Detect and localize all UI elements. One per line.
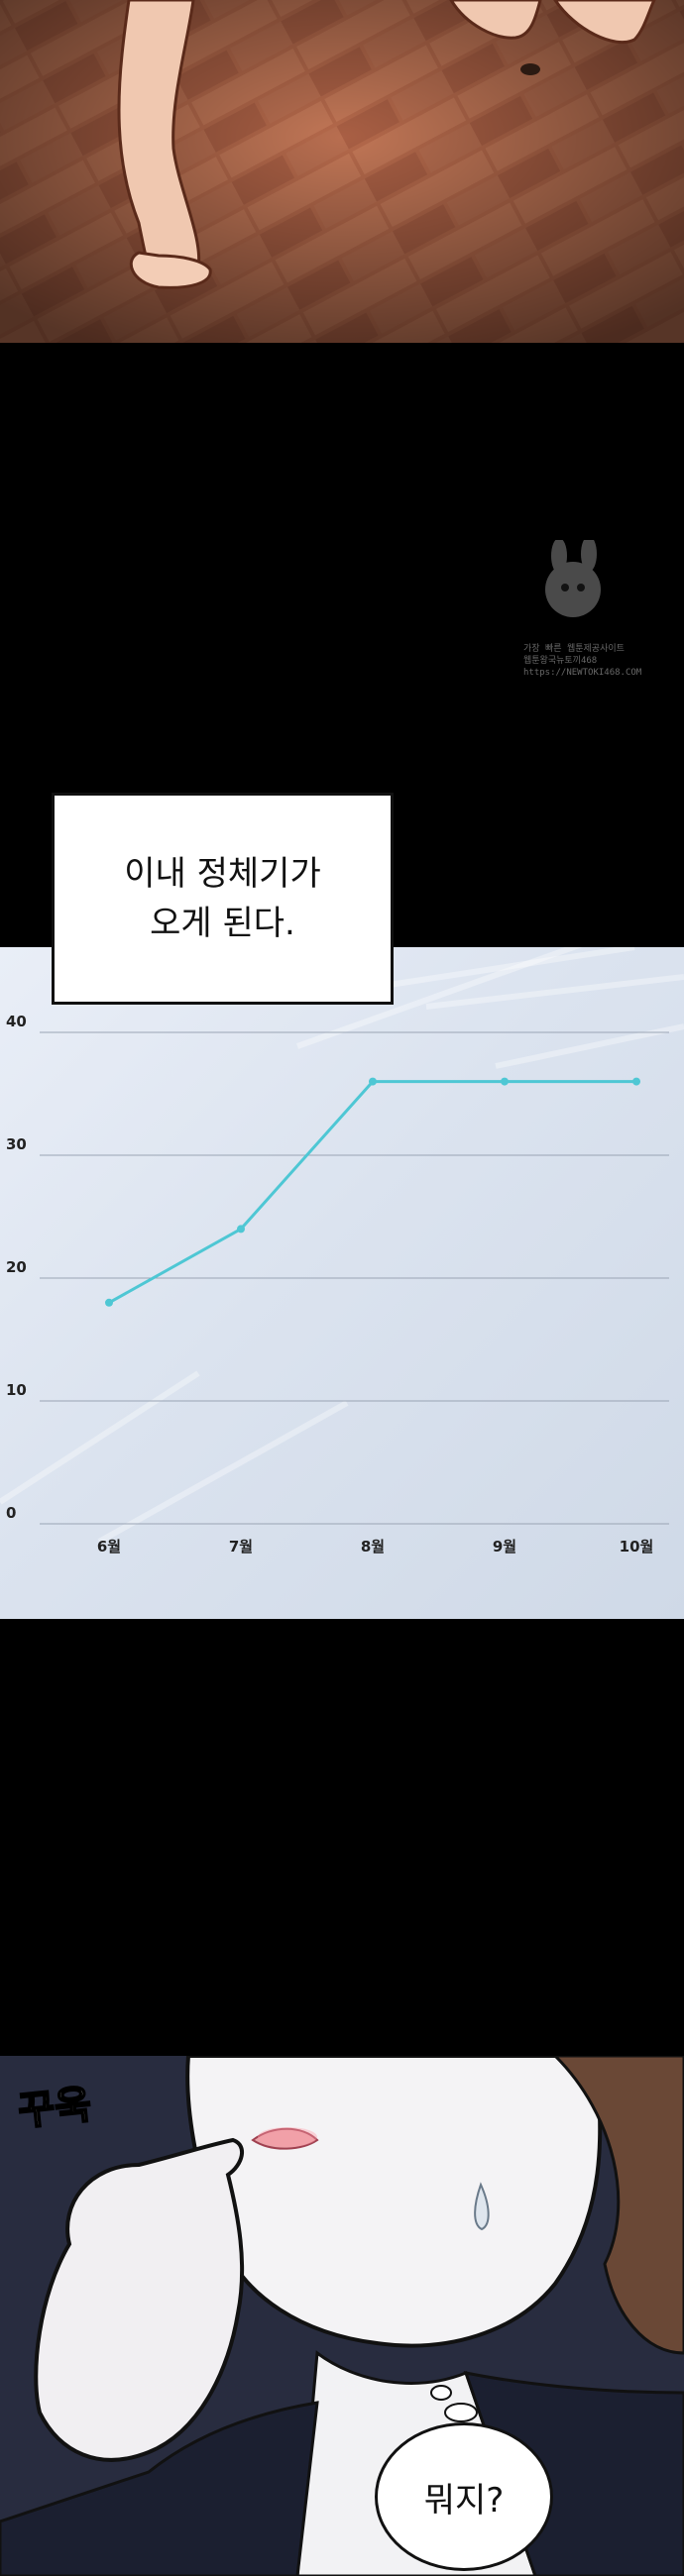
narration-caption-box: 이내 정체기가 오게 된다. — [52, 793, 394, 1005]
data-point — [632, 1077, 640, 1086]
data-point — [369, 1077, 377, 1086]
caption-line-2: 오게 된다. — [150, 904, 295, 943]
light-streak — [376, 947, 635, 990]
character-illustration — [0, 2056, 684, 2576]
light-streak — [0, 1370, 200, 1505]
rabbit-logo-icon — [545, 536, 601, 617]
line-chart: 0 10 20 30 40 6월 7월 8월 9월 10월 — [0, 947, 684, 1556]
top-illustration-panel — [0, 0, 684, 343]
y-tick-label: 20 — [6, 1258, 27, 1276]
light-streak — [97, 1400, 349, 1545]
watermark-line2: 웹툰왕국뉴토끼468 — [523, 656, 598, 666]
site-watermark: 가장 빠른 웹툰제공사이트 웹툰왕국뉴토끼468 https://NEWTOKI… — [523, 536, 652, 698]
x-tick-label: 9월 — [493, 1538, 516, 1556]
x-tick-label: 6월 — [97, 1538, 121, 1556]
series-line — [108, 1080, 636, 1305]
brick-floor-illustration — [0, 0, 684, 343]
speech-text: 뭐지? — [423, 2480, 505, 2521]
data-point — [105, 1298, 113, 1307]
x-tick-label: 10월 — [620, 1538, 654, 1556]
light-streaks — [0, 947, 684, 1545]
y-tick-label: 0 — [6, 1504, 16, 1522]
sound-effect-text: 꾸욱 — [15, 2081, 94, 2135]
y-tick-label: 40 — [6, 1013, 27, 1030]
line-chart-panel: 0 10 20 30 40 6월 7월 8월 9월 10월 — [0, 947, 684, 1619]
light-streak — [495, 1023, 684, 1069]
data-point — [237, 1225, 245, 1234]
watermark-line1: 가장 빠른 웹툰제공사이트 — [523, 644, 625, 654]
x-tick-label: 8월 — [361, 1538, 385, 1556]
bottom-illustration-panel: 꾸욱 — [0, 2056, 684, 2576]
light-streak — [425, 974, 684, 1010]
speech-bubble: 뭐지? — [375, 2422, 553, 2571]
data-point — [501, 1077, 509, 1086]
watermark-line3: https://NEWTOKI468.COM — [523, 668, 642, 678]
y-tick-label: 30 — [6, 1135, 27, 1153]
x-tick-label: 7월 — [229, 1538, 253, 1556]
y-tick-label: 10 — [6, 1381, 27, 1399]
caption-line-1: 이내 정체기가 — [124, 854, 321, 894]
light-streak — [295, 947, 583, 1049]
